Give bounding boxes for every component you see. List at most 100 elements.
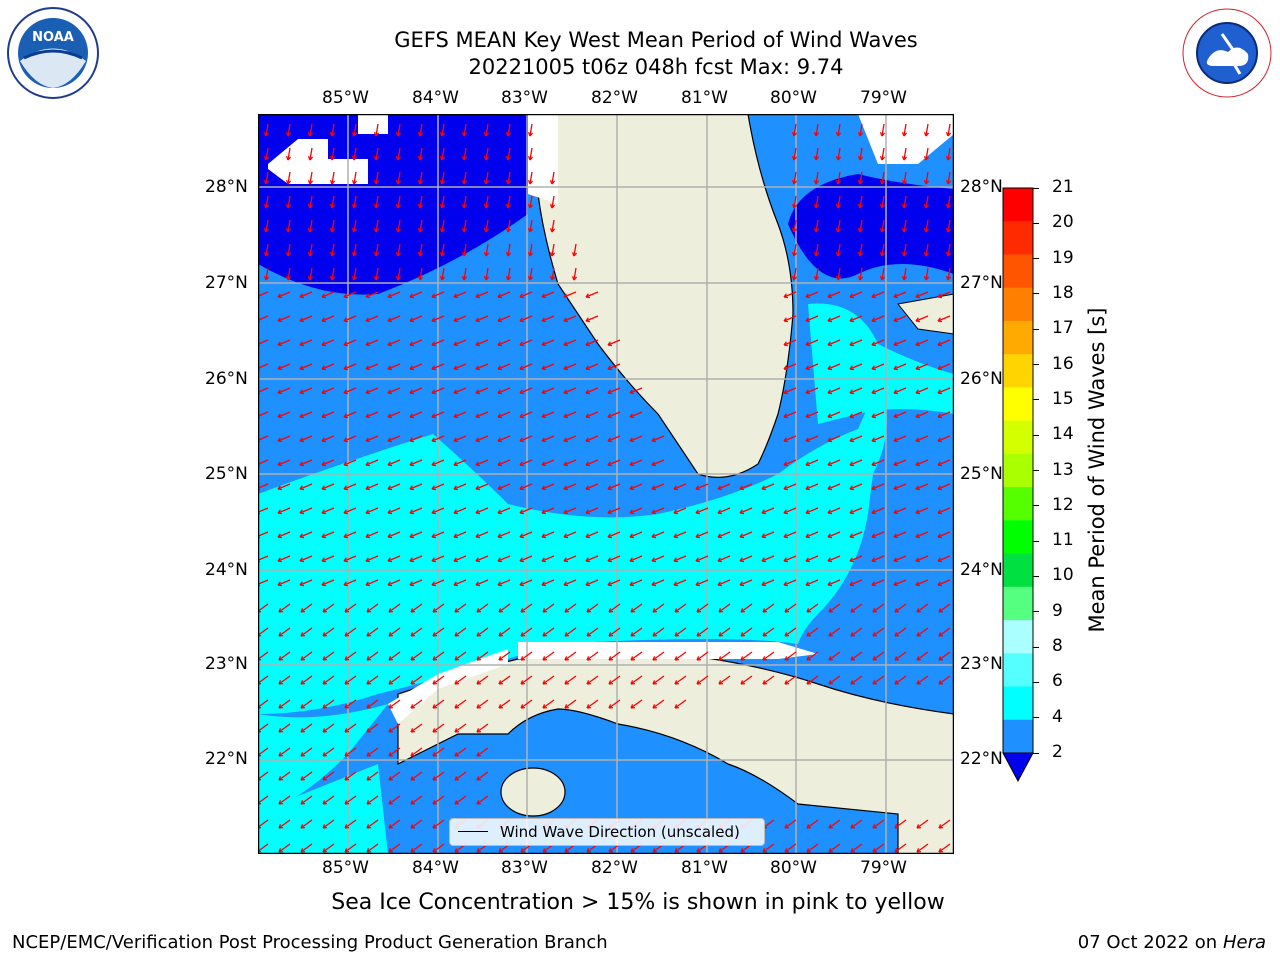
wave-arrow-head	[893, 389, 899, 395]
wave-arrow-head	[285, 204, 292, 209]
wave-arrow	[343, 339, 357, 346]
wave-arrow-head	[431, 533, 437, 539]
wave-arrow-head	[432, 704, 438, 709]
map-panel	[258, 114, 954, 854]
wave-arrow-head	[498, 656, 504, 661]
wave-arrow-head	[277, 437, 283, 443]
wave-arrow-head	[258, 365, 261, 371]
wave-arrow-head	[805, 413, 811, 419]
wave-arrow	[431, 531, 445, 538]
wave-arrow	[585, 315, 599, 322]
wave-arrow-head	[278, 776, 284, 781]
wave-arrow-head	[321, 413, 327, 419]
wave-arrow-head	[923, 276, 930, 281]
wave-arrow-head	[387, 389, 393, 395]
wave-arrow-head	[805, 557, 811, 563]
wave-arrow	[652, 603, 665, 613]
wave-arrow	[409, 291, 423, 298]
lon-label-bottom-6: 80°W	[770, 858, 817, 878]
wave-arrow-head	[894, 824, 900, 829]
wave-arrow-head	[388, 848, 394, 853]
wave-arrow	[519, 507, 533, 514]
ocean-light-sw2	[258, 764, 388, 854]
wave-arrow-head	[410, 608, 416, 613]
wave-arrow-head	[893, 509, 899, 515]
wave-arrow	[784, 627, 797, 637]
wave-arrow-head	[629, 533, 635, 539]
wave-arrow-head	[431, 293, 437, 299]
wave-arrow-head	[277, 293, 283, 299]
wave-arrow-head	[827, 437, 833, 443]
wave-arrow	[375, 219, 379, 233]
wave-arrow-head	[388, 824, 394, 829]
wave-arrow	[652, 699, 665, 709]
wave-arrow-head	[783, 485, 789, 491]
wave-arrow	[915, 459, 929, 466]
wave-arrow	[915, 483, 929, 490]
lat-label-right-4: 25°N	[960, 464, 1003, 484]
wave-arrow-head	[497, 437, 503, 443]
wave-arrow	[849, 339, 863, 346]
wave-arrow	[761, 531, 775, 538]
wave-arrow-head	[915, 365, 921, 371]
wave-arrow	[453, 315, 467, 322]
wave-arrow-head	[258, 557, 261, 563]
wave-arrow-head	[938, 632, 944, 637]
wave-arrow	[397, 123, 401, 137]
wave-arrow-head	[365, 533, 371, 539]
wave-arrow-head	[586, 704, 592, 709]
wave-arrow	[258, 411, 269, 417]
wave-arrow	[277, 579, 291, 586]
wave-arrow	[674, 699, 687, 709]
wave-arrow	[871, 531, 885, 538]
wave-arrow-head	[651, 557, 657, 563]
wave-arrow	[375, 147, 379, 161]
wave-arrow	[762, 843, 775, 853]
wave-arrow	[278, 747, 291, 757]
wave-arrow-head	[607, 509, 613, 515]
wave-arrow-head	[937, 389, 943, 395]
wave-arrow	[903, 123, 907, 137]
wave-arrow	[343, 483, 357, 490]
wave-arrow	[300, 723, 313, 733]
wave-arrow	[947, 171, 951, 185]
wave-arrow	[938, 843, 951, 853]
wave-arrow-head	[299, 341, 305, 347]
wave-arrow	[740, 627, 753, 637]
wave-arrow	[265, 123, 269, 137]
wave-arrow	[419, 147, 423, 161]
wave-arrow	[278, 819, 291, 829]
wave-arrow	[278, 675, 291, 685]
wave-arrow	[717, 483, 731, 490]
wave-arrow-head	[805, 509, 811, 515]
wave-arrow	[651, 459, 665, 466]
wave-arrow-head	[652, 632, 658, 637]
wave-arrow	[793, 267, 797, 281]
wave-arrow-head	[344, 752, 350, 757]
wave-arrow-head	[893, 437, 899, 443]
wave-arrow	[453, 411, 467, 418]
wave-arrow-head	[585, 389, 591, 395]
wave-arrow	[388, 723, 401, 733]
colorbar-tick-mark	[1033, 222, 1039, 224]
wave-arrow-head	[299, 557, 305, 563]
wave-arrow-head	[454, 632, 460, 637]
wave-arrow-head	[439, 228, 446, 233]
wave-arrow	[893, 363, 907, 370]
wave-arrow-head	[871, 533, 877, 539]
wave-arrow	[542, 675, 555, 685]
wave-arrow-head	[388, 680, 394, 685]
wave-arrow-head	[475, 581, 481, 587]
wave-arrow-head	[549, 204, 556, 209]
wave-arrow	[938, 627, 951, 637]
wave-arrow	[541, 531, 555, 538]
wave-arrow-head	[585, 557, 591, 563]
wave-arrow	[718, 603, 731, 613]
wave-arrow	[277, 507, 291, 514]
wave-arrow-head	[651, 461, 657, 467]
wave-arrow-head	[893, 557, 899, 563]
wave-arrow	[937, 579, 951, 586]
wave-arrow	[629, 579, 643, 586]
wave-arrow	[375, 267, 379, 281]
wave-arrow-head	[850, 824, 856, 829]
